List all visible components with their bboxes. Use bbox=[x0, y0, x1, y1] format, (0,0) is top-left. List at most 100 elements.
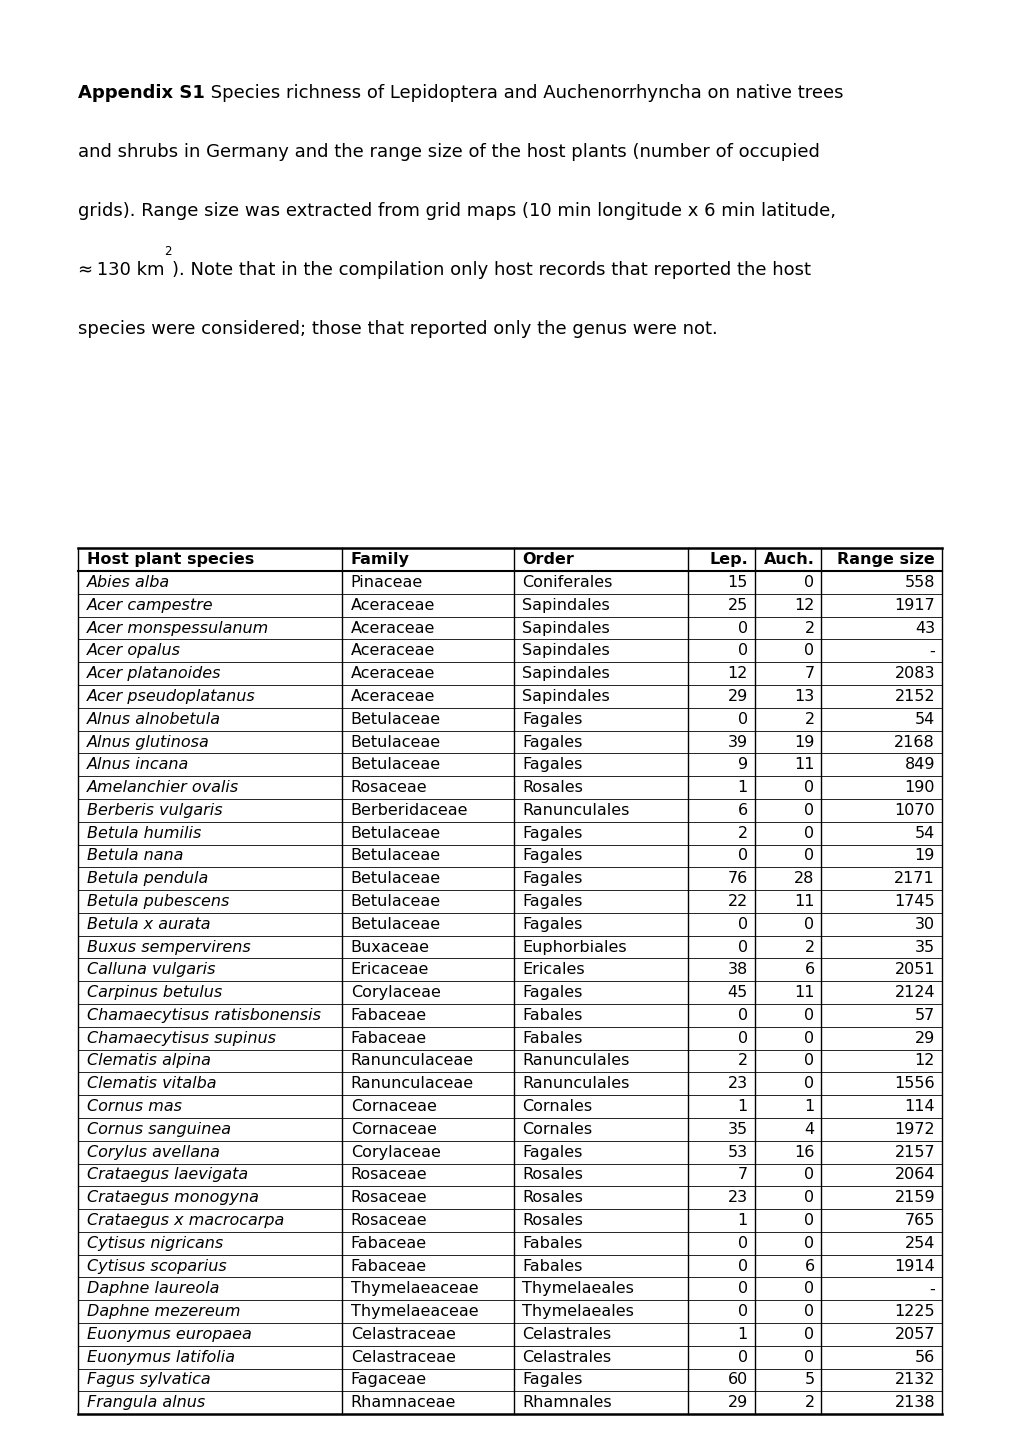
Text: 0: 0 bbox=[804, 1053, 814, 1068]
Text: 0: 0 bbox=[804, 1304, 814, 1319]
Text: Alnus glutinosa: Alnus glutinosa bbox=[87, 734, 209, 749]
Text: 2159: 2159 bbox=[894, 1190, 934, 1205]
Text: 2: 2 bbox=[804, 1395, 814, 1410]
Text: 2057: 2057 bbox=[894, 1328, 934, 1342]
Text: Rhamnaceae: Rhamnaceae bbox=[351, 1395, 455, 1410]
Text: 2083: 2083 bbox=[894, 667, 934, 681]
Text: 849: 849 bbox=[904, 758, 934, 772]
Text: 0: 0 bbox=[804, 1190, 814, 1205]
Text: 1972: 1972 bbox=[894, 1121, 934, 1137]
Text: 2152: 2152 bbox=[894, 688, 934, 704]
Text: Cornaceae: Cornaceae bbox=[351, 1121, 436, 1137]
Text: 2051: 2051 bbox=[894, 962, 934, 977]
Text: Crataegus laevigata: Crataegus laevigata bbox=[87, 1167, 248, 1182]
Text: 1225: 1225 bbox=[894, 1304, 934, 1319]
Text: Corylus avellana: Corylus avellana bbox=[87, 1144, 219, 1160]
Text: 56: 56 bbox=[914, 1349, 934, 1365]
Text: Rosales: Rosales bbox=[522, 1190, 583, 1205]
Text: 1: 1 bbox=[804, 1100, 814, 1114]
Text: Aceraceae: Aceraceae bbox=[351, 597, 435, 613]
Text: 2: 2 bbox=[737, 1053, 747, 1068]
Text: Pinaceae: Pinaceae bbox=[351, 574, 423, 590]
Text: Rosaceae: Rosaceae bbox=[351, 1190, 427, 1205]
Text: 2168: 2168 bbox=[894, 734, 934, 749]
Text: 39: 39 bbox=[727, 734, 747, 749]
Text: species were considered; those that reported only the genus were not.: species were considered; those that repo… bbox=[77, 320, 717, 338]
Text: Betula pendula: Betula pendula bbox=[87, 872, 208, 886]
Text: ). Note that in the compilation only host records that reported the host: ). Note that in the compilation only hos… bbox=[172, 261, 810, 278]
Text: Fagales: Fagales bbox=[522, 758, 582, 772]
Text: 0: 0 bbox=[737, 1030, 747, 1046]
Text: 0: 0 bbox=[737, 711, 747, 727]
Text: Betulaceae: Betulaceae bbox=[351, 758, 440, 772]
Text: and shrubs in Germany and the range size of the host plants (number of occupied: and shrubs in Germany and the range size… bbox=[77, 143, 819, 160]
Text: 0: 0 bbox=[804, 644, 814, 658]
Text: Fagales: Fagales bbox=[522, 986, 582, 1000]
Text: Thymelaeales: Thymelaeales bbox=[522, 1304, 634, 1319]
Text: 0: 0 bbox=[804, 1030, 814, 1046]
Text: Celastraceae: Celastraceae bbox=[351, 1349, 455, 1365]
Text: 19: 19 bbox=[794, 734, 814, 749]
Text: 2157: 2157 bbox=[894, 1144, 934, 1160]
Text: 9: 9 bbox=[737, 758, 747, 772]
Text: Ericales: Ericales bbox=[522, 962, 585, 977]
Text: Thymelaeaceae: Thymelaeaceae bbox=[351, 1281, 478, 1296]
Text: 6: 6 bbox=[804, 962, 814, 977]
Text: Rosaceae: Rosaceae bbox=[351, 1167, 427, 1182]
Text: Acer pseudoplatanus: Acer pseudoplatanus bbox=[87, 688, 255, 704]
Text: Ranunculales: Ranunculales bbox=[522, 1053, 629, 1068]
Text: 1: 1 bbox=[737, 1100, 747, 1114]
Text: Coniferales: Coniferales bbox=[522, 574, 612, 590]
Text: Ranunculales: Ranunculales bbox=[522, 802, 629, 818]
Text: Range size: Range size bbox=[837, 553, 934, 567]
Text: Betula pubescens: Betula pubescens bbox=[87, 895, 229, 909]
Text: Thymelaeales: Thymelaeales bbox=[522, 1281, 634, 1296]
Text: 2: 2 bbox=[804, 939, 814, 955]
Text: Sapindales: Sapindales bbox=[522, 644, 609, 658]
Text: 29: 29 bbox=[914, 1030, 934, 1046]
Text: Buxaceae: Buxaceae bbox=[351, 939, 429, 955]
Text: Fabales: Fabales bbox=[522, 1258, 582, 1274]
Text: 0: 0 bbox=[804, 916, 814, 932]
Text: Fagaceae: Fagaceae bbox=[351, 1372, 427, 1388]
Text: Betula x aurata: Betula x aurata bbox=[87, 916, 210, 932]
Text: 2: 2 bbox=[164, 245, 172, 258]
Text: 0: 0 bbox=[804, 574, 814, 590]
Text: 19: 19 bbox=[914, 848, 934, 863]
Text: 2064: 2064 bbox=[894, 1167, 934, 1182]
Text: 60: 60 bbox=[727, 1372, 747, 1388]
Text: Host plant species: Host plant species bbox=[87, 553, 254, 567]
Text: Fagales: Fagales bbox=[522, 1144, 582, 1160]
Text: Cornaceae: Cornaceae bbox=[351, 1100, 436, 1114]
Text: Betulaceae: Betulaceae bbox=[351, 734, 440, 749]
Text: Betula nana: Betula nana bbox=[87, 848, 182, 863]
Text: Daphne laureola: Daphne laureola bbox=[87, 1281, 219, 1296]
Text: 0: 0 bbox=[804, 802, 814, 818]
Text: Fabales: Fabales bbox=[522, 1030, 582, 1046]
Text: Cornales: Cornales bbox=[522, 1121, 592, 1137]
Text: Corylaceae: Corylaceae bbox=[351, 1144, 440, 1160]
Text: Sapindales: Sapindales bbox=[522, 597, 609, 613]
Text: Acer monspessulanum: Acer monspessulanum bbox=[87, 620, 269, 635]
Text: 0: 0 bbox=[804, 1349, 814, 1365]
Text: Daphne mezereum: Daphne mezereum bbox=[87, 1304, 239, 1319]
Text: 0: 0 bbox=[804, 1167, 814, 1182]
Text: 0: 0 bbox=[804, 1281, 814, 1296]
Text: Alnus alnobetula: Alnus alnobetula bbox=[87, 711, 220, 727]
Text: Appendix S1: Appendix S1 bbox=[77, 84, 205, 101]
Text: Buxus sempervirens: Buxus sempervirens bbox=[87, 939, 250, 955]
Text: Family: Family bbox=[351, 553, 410, 567]
Text: 23: 23 bbox=[727, 1190, 747, 1205]
Text: Fagales: Fagales bbox=[522, 872, 582, 886]
Text: 0: 0 bbox=[804, 848, 814, 863]
Text: 0: 0 bbox=[737, 644, 747, 658]
Text: 0: 0 bbox=[737, 1258, 747, 1274]
Text: 35: 35 bbox=[727, 1121, 747, 1137]
Text: Betulaceae: Betulaceae bbox=[351, 895, 440, 909]
Text: Species richness of Lepidoptera and Auchenorrhyncha on native trees: Species richness of Lepidoptera and Auch… bbox=[205, 84, 843, 101]
Text: Rosaceae: Rosaceae bbox=[351, 1214, 427, 1228]
Text: 0: 0 bbox=[804, 825, 814, 841]
Text: Betula humilis: Betula humilis bbox=[87, 825, 201, 841]
Text: Fagales: Fagales bbox=[522, 895, 582, 909]
Text: 765: 765 bbox=[904, 1214, 934, 1228]
